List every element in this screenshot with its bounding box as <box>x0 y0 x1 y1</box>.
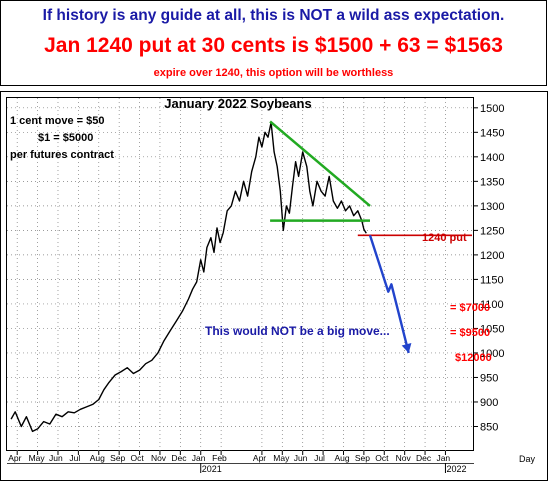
x-tick-label: Apr <box>253 453 266 463</box>
target-label-7000: = $7000 <box>450 302 490 314</box>
y-tick-label: 1400 <box>480 152 504 164</box>
y-tick-label: 1450 <box>480 127 504 139</box>
chart-marks <box>10 120 472 433</box>
headline-line-2: Jan 1240 put at 30 cents is $1500 + 63 =… <box>44 34 503 57</box>
axes: 850 900 950 1000 1050 1100 1150 1200 1250 1300 135… <box>7 103 504 474</box>
y-tick-label: 1500 <box>480 103 504 115</box>
y-tick-label: 1300 <box>480 201 504 213</box>
y-tick-label: 900 <box>480 397 498 409</box>
headline-line-1: If history is any guide at all, this is … <box>42 7 505 24</box>
plot-area <box>6 97 474 451</box>
y-tick-label: 1200 <box>480 250 504 262</box>
x-tick-label: Sep <box>355 453 370 463</box>
x-tick-label: Aug <box>334 453 349 463</box>
projection-arrow-line <box>368 234 410 354</box>
x-tick-label: May <box>29 453 46 463</box>
x-tick-label: Aug <box>90 453 105 463</box>
y-tick-label: 1000 <box>480 348 504 360</box>
headline-banner: If history is any guide at all, this is … <box>0 0 547 86</box>
x-tick-label: Nov <box>151 453 167 463</box>
x-tick-label: Jan <box>192 453 206 463</box>
year-label: 2021 <box>202 464 222 474</box>
y-tick-label: 1350 <box>480 176 504 188</box>
y-tick-label: 1150 <box>480 274 504 286</box>
x-tick-label: Sep <box>110 453 125 463</box>
x-tick-label: Oct <box>375 453 389 463</box>
x-axis-label: Day <box>519 454 536 464</box>
target-label-12000: $12000 <box>455 352 492 364</box>
resistance-trendline <box>269 120 371 207</box>
target-label-9500: = $9500 <box>450 327 490 339</box>
x-tick-label: Nov <box>396 453 412 463</box>
y-tick-label: 1250 <box>480 225 504 237</box>
grid-lines <box>7 98 474 451</box>
headline-line-3: expire over 1240, this option will be wo… <box>153 67 394 79</box>
x-tick-label: Jul <box>314 453 325 463</box>
x-tick-label: Dec <box>416 453 432 463</box>
contract-note-line-1: 1 cent move = $50 <box>10 115 104 127</box>
x-tick-label: May <box>273 453 290 463</box>
contract-note-line-3: per futures contract <box>10 149 114 161</box>
put-strike-label: 1240 put <box>422 232 467 244</box>
contract-note-line-2: $1 = $5000 <box>38 132 93 144</box>
x-tick-label: Dec <box>171 453 187 463</box>
chart-title: January 2022 Soybeans <box>164 96 311 111</box>
x-tick-label: Jan <box>436 453 450 463</box>
x-tick-label: Jul <box>69 453 80 463</box>
year-label: 2022 <box>446 464 466 474</box>
y-tick-label: 1100 <box>480 299 504 311</box>
x-tick-label: Jun <box>49 453 63 463</box>
projection-arrowhead <box>401 342 412 353</box>
price-series-line <box>10 121 367 433</box>
x-tick-label: Feb <box>212 453 227 463</box>
y-tick-label: 950 <box>480 372 498 384</box>
x-tick-label: Apr <box>8 453 21 463</box>
move-note: This would NOT be a big move... <box>205 324 390 338</box>
y-tick-label: 1050 <box>480 323 504 335</box>
y-tick-label: 850 <box>480 421 498 433</box>
x-tick-label: Oct <box>131 453 145 463</box>
x-tick-label: Jun <box>294 453 308 463</box>
